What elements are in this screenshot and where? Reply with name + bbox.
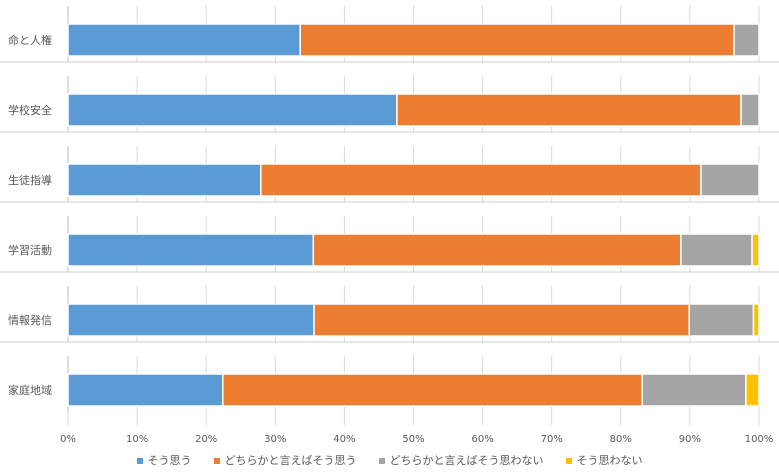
legend-swatch [565,458,572,464]
bar-segment [222,373,643,407]
legend-label: どちらかと言えばそう思う [224,454,357,467]
x-tick-label: 60% [471,434,493,445]
bar-segment [67,233,315,267]
bar-segment [67,303,315,337]
bar-segment [312,233,682,267]
bar-segment [733,23,760,57]
category-label: 生徒指導 [8,173,52,187]
x-tick-label: 80% [610,434,632,445]
legend-item: そう思わない [565,452,643,468]
legend-swatch [213,458,220,464]
legend-item: どちらかと言えばそう思わない [378,452,544,468]
bar-segment [688,303,755,337]
bar-segment [680,233,753,267]
category-label: 学習活動 [8,243,52,257]
bar-segment [260,163,702,197]
x-tick-label: 30% [264,434,286,445]
legend-swatch [136,458,143,464]
legend-item: どちらかと言えばそう思う [213,452,357,468]
bar-segment [67,373,224,407]
legend-label: どちらかと言えばそう思わない [389,454,544,467]
bar-segment [745,373,760,407]
bar-segment [67,163,262,197]
x-tick-label: 0% [60,434,76,445]
bar-segment [313,303,690,337]
bar-segment [396,93,742,127]
bar-segment [740,93,760,127]
legend-item: そう思う [136,452,192,468]
bar-segment [752,303,760,337]
x-tick-label: 50% [402,434,424,445]
bar-segment [700,163,760,197]
legend-swatch [378,458,385,464]
x-tick-label: 10% [126,434,148,445]
x-tick-label: 100% [745,434,774,445]
category-label: 情報発信 [8,313,52,327]
category-label: 学校安全 [8,103,52,117]
category-label: 家庭地域 [8,383,52,397]
x-tick-label: 70% [541,434,563,445]
x-tick-label: 20% [195,434,217,445]
bar-segment [67,93,398,127]
legend-label: そう思う [147,454,192,467]
bar-segment [641,373,747,407]
x-tick-label: 40% [333,434,355,445]
bar-segment [67,23,301,57]
bar-segment [751,233,760,267]
legend-label: そう思わない [576,454,643,467]
x-tick-label: 90% [679,434,701,445]
category-label: 命と人権 [8,33,52,47]
legend: そう思う どちらかと言えばそう思う どちらかと言えばそう思わない そう思わない [0,452,779,468]
bar-segment [299,23,735,57]
